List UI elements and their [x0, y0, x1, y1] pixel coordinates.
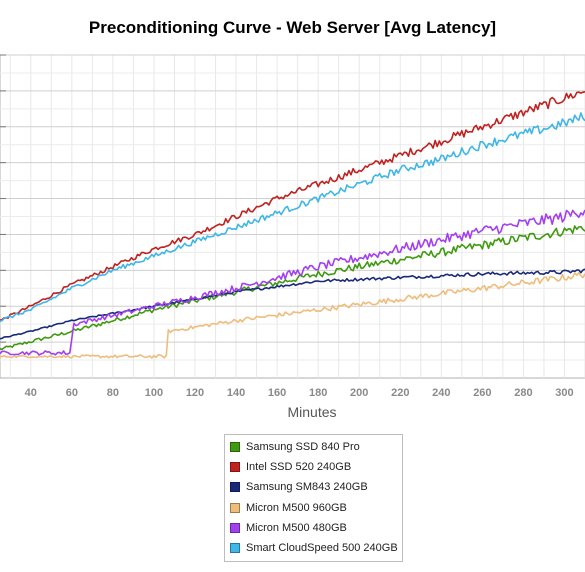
legend-swatch [230, 462, 240, 473]
grid-lines [0, 54, 585, 379]
legend-label: Micron M500 960GB [246, 501, 347, 514]
chart-title: Preconditioning Curve - Web Server [Avg … [88, 18, 497, 37]
x-tick-label: 240 [432, 387, 450, 399]
legend-item: Smart CloudSpeed 500 240GB [225, 538, 402, 558]
legend-swatch [230, 442, 240, 453]
x-tick-label: 300 [555, 387, 573, 399]
legend-label: Micron M500 480GB [246, 521, 347, 534]
series-line-intel-ssd-520-240gb [0, 91, 585, 322]
x-tick-label: 120 [186, 387, 204, 399]
series-line-micron-m500-960gb [0, 271, 585, 359]
x-tick-label: 100 [145, 387, 163, 399]
x-axis-title: Minutes [287, 404, 336, 420]
legend-item: Samsung SM843 240GB [225, 477, 402, 497]
legend-swatch [230, 543, 240, 554]
x-tick-label: 60 [66, 387, 78, 399]
legend-label: Intel SSD 520 240GB [246, 461, 352, 474]
series-line-smart-cloudspeed-500-240gb [0, 112, 585, 323]
x-tick-label: 180 [309, 387, 327, 399]
series-line-micron-m500-480gb [0, 209, 585, 356]
x-tick-label: 140 [227, 387, 245, 399]
x-tick-label: 200 [350, 387, 368, 399]
legend-label: Samsung SSD 840 Pro [246, 441, 360, 454]
x-tick-label: 80 [107, 387, 119, 399]
series-line-samsung-ssd-840-pro [0, 225, 585, 351]
legend-label: Smart CloudSpeed 500 240GB [246, 542, 398, 555]
legend-label: Samsung SM843 240GB [246, 481, 368, 494]
x-tick-label: 280 [514, 387, 532, 399]
x-tick-label: 160 [268, 387, 286, 399]
legend-swatch [230, 482, 240, 493]
series-layer [0, 91, 585, 359]
legend-item: Intel SSD 520 240GB [225, 457, 402, 477]
legend-item: Samsung SSD 840 Pro [225, 437, 402, 457]
x-tick-label: 260 [473, 387, 491, 399]
legend-item: Micron M500 960GB [225, 498, 402, 518]
legend-item: Micron M500 480GB [225, 518, 402, 538]
legend: Samsung SSD 840 Pro Intel SSD 520 240GB Sa… [224, 434, 403, 563]
x-tick-label: 220 [391, 387, 409, 399]
legend-swatch [230, 522, 240, 533]
legend-swatch [230, 502, 240, 513]
x-tick-label: 40 [25, 387, 37, 399]
series-line-samsung-sm843-240gb [0, 268, 585, 340]
x-tick-labels: 40 60 80 100 120 140 160 180 200 220 240 260 280 300 [25, 387, 574, 399]
line-chart: 40 60 80 100 120 140 160 180 200 220 240 260 280 300 … [0, 54, 585, 420]
